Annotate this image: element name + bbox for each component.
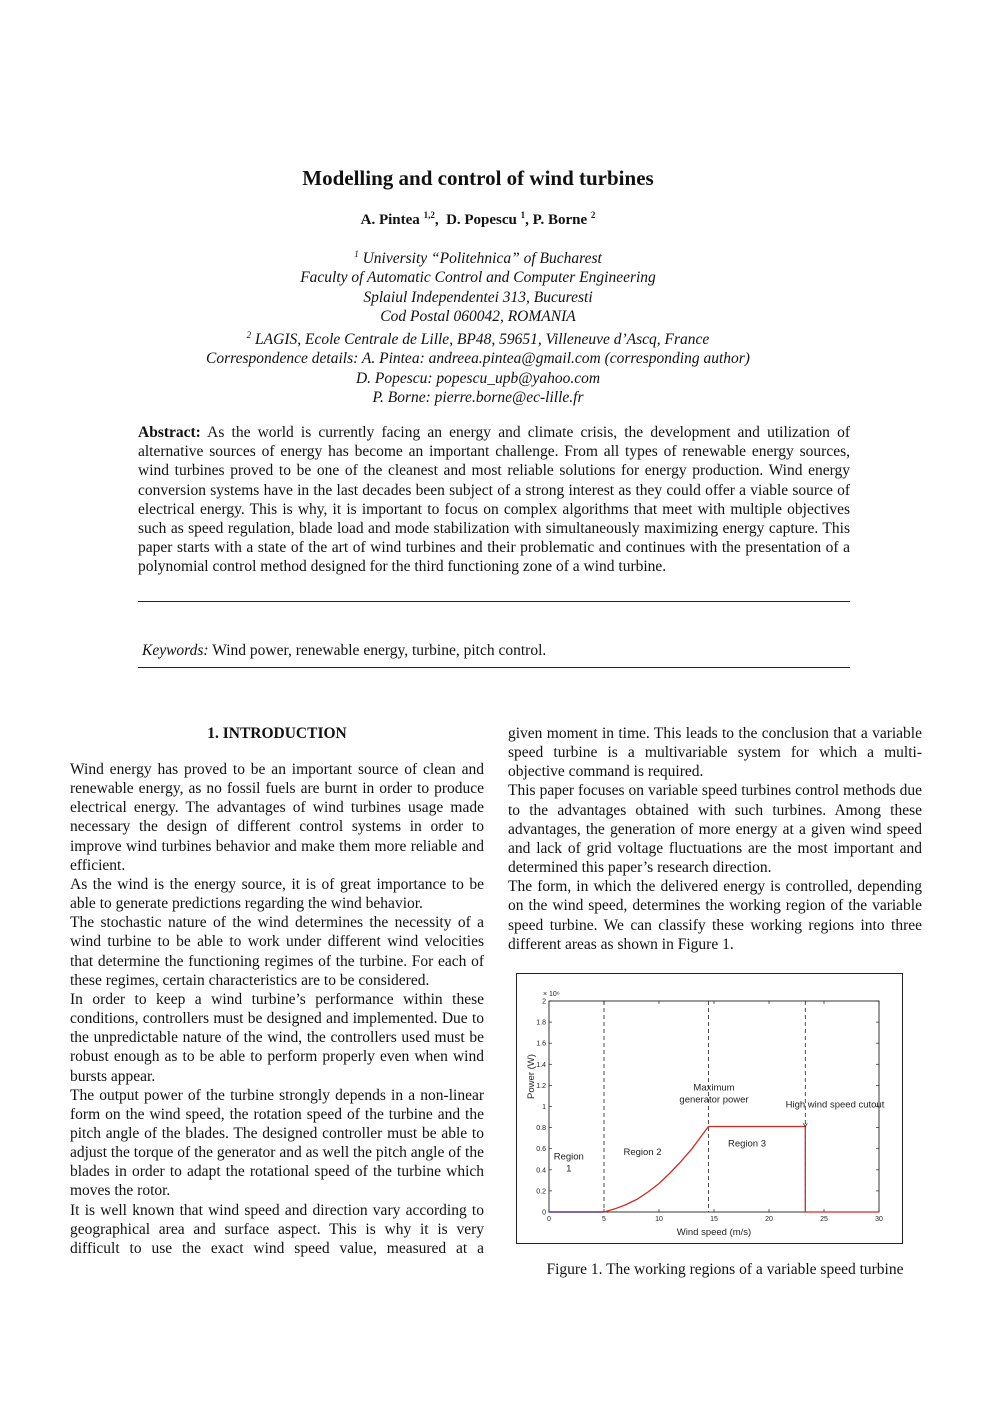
affiliation-line: 1 University “Politehnica” of Bucharest xyxy=(0,245,956,268)
author-name: D. Popescu xyxy=(446,212,517,228)
abstract: Abstract: As the world is currently faci… xyxy=(138,423,850,577)
keywords-divider xyxy=(138,667,850,668)
y-tick-label: 1 xyxy=(542,1104,546,1111)
affiliation-line: P. Borne: pierre.borne@ec-lille.fr xyxy=(0,388,956,407)
abstract-label: Abstract: xyxy=(138,424,201,441)
y-multiplier-label: × 10⁶ xyxy=(543,991,560,998)
affiliation-text: Correspondence details: A. Pintea: andre… xyxy=(206,350,750,368)
section-heading: 1. INTRODUCTION xyxy=(207,725,347,742)
chart-annotation: Region xyxy=(554,1151,584,1162)
x-tick-label: 25 xyxy=(820,1216,828,1223)
body-paragraph: Wind energy has proved to be an importan… xyxy=(70,761,484,874)
body-paragraph: It is well known that wind speed and dir… xyxy=(70,1201,484,1257)
body-paragraph: The stochastic nature of the wind determ… xyxy=(70,914,484,989)
affiliation-text: Faculty of Automatic Control and Compute… xyxy=(300,269,656,287)
power-curve-series xyxy=(549,1125,879,1213)
author-affiliation-marker: 1,2 xyxy=(423,210,435,220)
affiliation-text: University “Politehnica” of Bucharest xyxy=(362,250,602,268)
affiliations: 1 University “Politehnica” of Bucharest … xyxy=(0,245,956,407)
chart-annotation: High wind speed cutout xyxy=(786,1100,885,1111)
affiliation-marker: 1 xyxy=(354,249,359,259)
affiliation-line: 2 LAGIS, Ecole Centrale de Lille, BP48, … xyxy=(0,326,956,349)
y-tick-label: 1.6 xyxy=(536,1041,546,1048)
affiliation-line: Faculty of Automatic Control and Compute… xyxy=(0,268,956,287)
y-tick-label: 0.2 xyxy=(536,1188,546,1195)
x-tick-label: 10 xyxy=(655,1216,663,1223)
affiliation-text: Cod Postal 060042, ROMANIA xyxy=(380,307,576,325)
body-paragraph: The output power of the turbine strongly… xyxy=(70,1086,484,1200)
author-affiliation-marker: 2 xyxy=(590,210,596,220)
body-paragraph: given moment in time. This leads to the … xyxy=(508,725,922,781)
y-tick-label: 0.6 xyxy=(536,1146,546,1153)
y-tick-label: 0.8 xyxy=(536,1125,546,1132)
figure-1: 0 5 10 15 20 25 30 0 0.2 0.4 0.6 0.8 1 1.2 1.4 1.6 1.8 2 ×… xyxy=(516,973,903,1244)
left-column: Wind energy has proved to be an importan… xyxy=(70,760,484,1258)
y-axis-label: Power (W) xyxy=(526,1054,537,1099)
chart-annotation: Maximum xyxy=(693,1083,734,1094)
author-list: A. Pintea 1,2, D. Popescu 1, P. Borne 2 xyxy=(360,210,596,228)
y-tick-label: 0.4 xyxy=(536,1167,546,1174)
x-tick-label: 0 xyxy=(547,1216,551,1223)
affiliation-line: Correspondence details: A. Pintea: andre… xyxy=(0,349,956,368)
author-name: P. Borne xyxy=(532,212,588,228)
chart-annotation: Region 3 xyxy=(728,1139,766,1150)
affiliation-text: P. Borne: pierre.borne@ec-lille.fr xyxy=(372,388,584,406)
chart-annotation: 1 xyxy=(566,1163,571,1174)
y-tick-label: 1.8 xyxy=(536,1020,546,1027)
x-tick-label: 5 xyxy=(602,1216,606,1223)
body-paragraph: The form, in which the delivered energy … xyxy=(508,878,922,953)
body-paragraph: In order to keep a wind turbine’s perfor… xyxy=(70,990,484,1085)
body-paragraph: This paper focuses on variable speed tur… xyxy=(508,782,922,877)
affiliation-marker: 2 xyxy=(246,329,252,340)
affiliation-text: Splaiul Independentei 313, Bucuresti xyxy=(363,288,593,306)
right-column: given moment in time. This leads to the … xyxy=(508,724,922,954)
abstract-text: As the world is currently facing an ener… xyxy=(138,424,850,576)
figure-caption: Figure 1. The working regions of a varia… xyxy=(546,1261,904,1278)
author-affiliation-marker: 1 xyxy=(520,210,526,220)
power-curve-chart: 0 5 10 15 20 25 30 0 0.2 0.4 0.6 0.8 1 1.2 1.4 1.6 1.8 2×… xyxy=(526,991,885,1238)
keywords-label: Keywords: xyxy=(142,642,209,659)
y-tick-label: 1.2 xyxy=(536,1083,546,1090)
affiliation-line: Splaiul Independentei 313, Bucuresti xyxy=(0,288,956,307)
chart-annotation: Region 2 xyxy=(623,1147,661,1158)
y-tick-label: 0 xyxy=(542,1210,546,1217)
body-paragraph: As the wind is the energy source, it is … xyxy=(70,875,484,913)
chart-annotation: generator power xyxy=(679,1095,748,1106)
x-axis-label: Wind speed (m/s) xyxy=(677,1227,751,1238)
x-tick-label: 30 xyxy=(875,1216,883,1223)
affiliation-text: LAGIS, Ecole Centrale de Lille, BP48, 59… xyxy=(255,331,710,349)
affiliation-line: D. Popescu: popescu_upb@yahoo.com xyxy=(0,369,956,388)
x-tick-label: 15 xyxy=(710,1216,718,1223)
y-tick-label: 2 xyxy=(542,999,546,1006)
author-name: A. Pintea xyxy=(360,212,420,228)
affiliation-line: Cod Postal 060042, ROMANIA xyxy=(0,307,956,326)
cutout-arrow xyxy=(802,1123,808,1128)
paper-title: Modelling and control of wind turbines xyxy=(302,166,654,190)
y-tick-label: 1.4 xyxy=(536,1062,546,1069)
keywords: Keywords: Wind power, renewable energy, … xyxy=(142,642,850,660)
affiliation-text: D. Popescu: popescu_upb@yahoo.com xyxy=(355,369,601,387)
abstract-divider xyxy=(138,601,850,602)
x-tick-label: 20 xyxy=(765,1216,773,1223)
keywords-text: Wind power, renewable energy, turbine, p… xyxy=(212,642,547,659)
